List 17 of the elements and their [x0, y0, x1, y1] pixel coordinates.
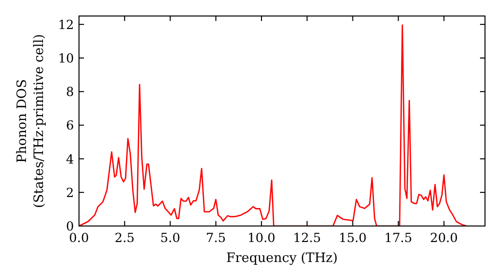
- x-tick-label: 15.0: [338, 230, 367, 245]
- y-tick-label: 6: [66, 118, 74, 133]
- y-tick-label: 2: [66, 184, 74, 200]
- y-tick-label: 8: [66, 84, 74, 100]
- x-tick-label: 2.5: [114, 230, 135, 245]
- x-tick-label: 17.5: [384, 230, 412, 245]
- x-axis-title: Frequency (THz): [226, 251, 338, 266]
- y-axis-title: Phonon DOS (States/THz·primitive cell): [15, 34, 47, 208]
- y-tick-label: 10: [58, 50, 74, 66]
- y-tick-label: 4: [66, 151, 74, 166]
- y-tick-label: 12: [58, 16, 74, 32]
- x-tick-label: 5.0: [160, 230, 180, 245]
- x-tick-label: 12.5: [293, 230, 322, 245]
- line-series: [79, 24, 467, 226]
- x-tick-label: 7.5: [206, 230, 226, 245]
- x-tick-label: 20.0: [430, 230, 458, 245]
- x-tick-label: 10.0: [248, 230, 276, 245]
